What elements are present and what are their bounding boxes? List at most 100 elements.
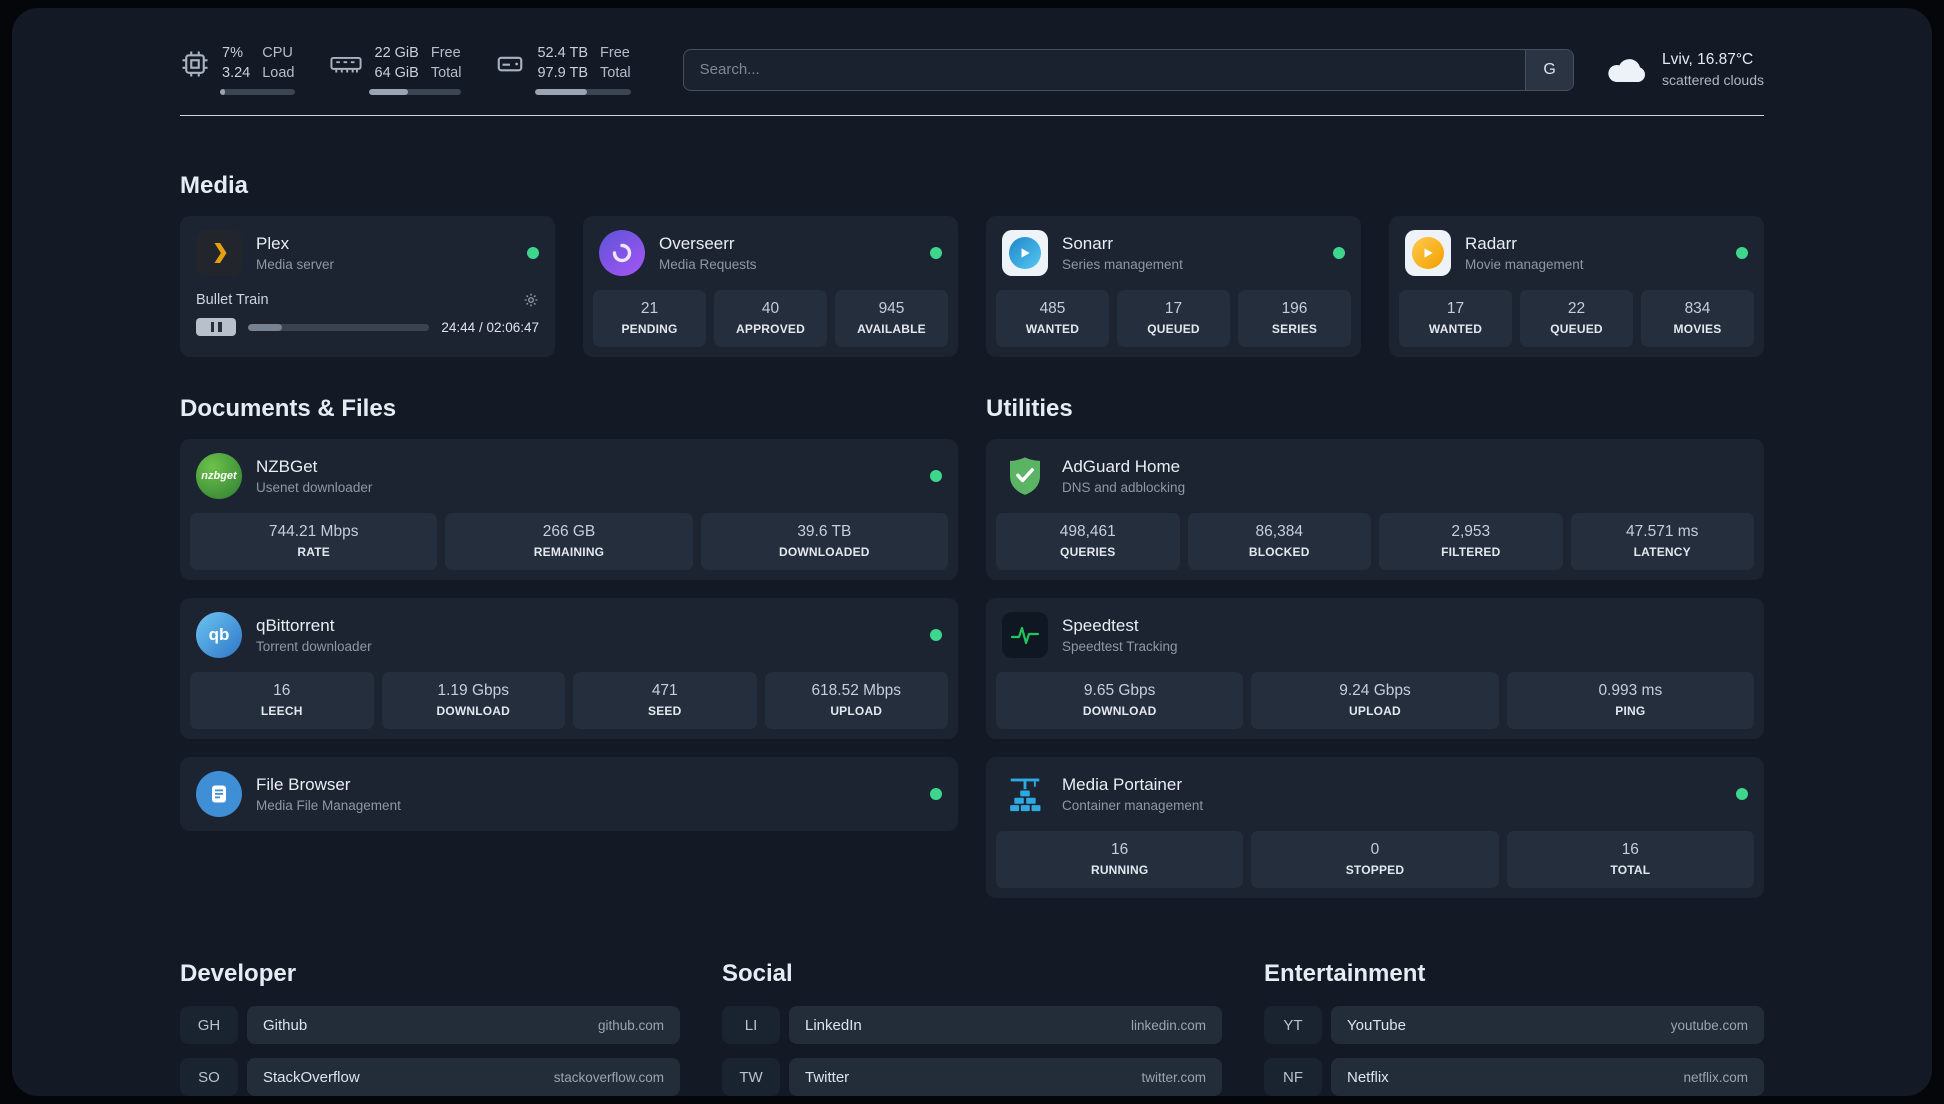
stat-value: 21 [640, 300, 659, 318]
stat-tile: 16 TOTAL [1506, 831, 1754, 889]
playback-progress-bar[interactable] [248, 323, 430, 331]
sonarr-icon [1002, 230, 1048, 277]
stat-label: WANTED [1025, 322, 1080, 337]
bookmark-group-title: Social [722, 960, 793, 988]
cpu-chip-icon [180, 49, 210, 79]
service-card-speedtest[interactable]: Speedtest Speedtest Tracking 9.65 Gbps D… [986, 598, 1764, 740]
status-dot [930, 629, 942, 642]
search-provider-button[interactable]: G [1525, 49, 1574, 90]
hard-drive-icon [495, 49, 525, 79]
service-card-radarr[interactable]: Radarr Movie management 17 WANTED 22 QUE… [1389, 216, 1764, 358]
service-card-overseerr[interactable]: Overseerr Media Requests 21 PENDING 40 A… [583, 216, 958, 358]
load-label: Load [262, 64, 295, 81]
memory-widget: 22 GiB 64 GiB Free Total [329, 44, 462, 96]
status-dot [1736, 788, 1748, 801]
stat-tile: 2,953 FILTERED [1379, 513, 1563, 571]
bookmark-abbr: NF [1264, 1058, 1322, 1096]
service-description: Speedtest Tracking [1062, 639, 1178, 655]
stat-tile: 1.19 Gbps DOWNLOAD [381, 672, 565, 730]
disk-progress-fill [535, 89, 587, 96]
stat-tile: 618.52 Mbps UPLOAD [764, 672, 948, 730]
bookmark-linkedin[interactable]: LI LinkedIn linkedin.com [722, 1006, 1222, 1045]
service-name: AdGuard Home [1062, 457, 1181, 477]
stat-tile: 0 STOPPED [1251, 831, 1499, 889]
status-dot [1333, 247, 1345, 260]
stat-label: BLOCKED [1248, 545, 1310, 560]
service-description: Movie management [1465, 257, 1584, 273]
now-playing-title: Bullet Train [196, 292, 269, 309]
bookmark-youtube[interactable]: YT YouTube youtube.com [1264, 1006, 1764, 1045]
disk-total-label: Total [600, 64, 631, 81]
service-name: NZBGet [256, 457, 318, 477]
section-media: Media Plex Media server [180, 172, 1764, 358]
stat-tile: 498,461 QUERIES [996, 513, 1180, 571]
stat-tile: 16 RUNNING [996, 831, 1244, 889]
bookmark-name: LinkedIn [805, 1016, 862, 1034]
service-name: Speedtest [1062, 616, 1139, 636]
stat-tile: 485 WANTED [996, 290, 1109, 348]
qbittorrent-icon: qb [196, 612, 242, 659]
stat-value: 945 [878, 300, 905, 318]
status-dot [527, 247, 539, 260]
bookmark-netflix[interactable]: NF Netflix netflix.com [1264, 1058, 1764, 1096]
service-name: qBittorrent [256, 616, 335, 636]
gear-icon[interactable] [523, 292, 539, 308]
stat-label: RATE [297, 545, 330, 560]
stat-value: 9.24 Gbps [1339, 682, 1411, 700]
weather-widget: Lviv, 16.87°C scattered clouds [1604, 50, 1764, 90]
disk-total-value: 97.9 TB [537, 64, 589, 81]
stat-label: LEECH [260, 704, 303, 719]
stat-value: 16 [273, 682, 291, 700]
cpu-progress-fill [220, 89, 226, 96]
stat-value: 618.52 Mbps [811, 682, 902, 700]
service-card-filebrowser[interactable]: File Browser Media File Management [180, 757, 958, 832]
disk-free-value: 52.4 TB [537, 45, 589, 61]
service-card-qbittorrent[interactable]: qb qBittorrent Torrent downloader 16 [180, 598, 958, 740]
service-description: Media server [256, 257, 335, 273]
stat-label: QUERIES [1060, 545, 1116, 560]
adguard-icon [1002, 453, 1048, 499]
nzbget-icon: nzbget [196, 453, 242, 500]
stat-value: 86,384 [1255, 523, 1303, 541]
bookmark-url: netflix.com [1683, 1069, 1748, 1085]
section-title-documents: Documents & Files [180, 395, 397, 423]
service-name: Plex [256, 234, 290, 254]
stat-value: 1.19 Gbps [437, 682, 510, 700]
service-card-nzbget[interactable]: nzbget NZBGet Usenet downloader 744.21 M… [180, 439, 958, 581]
service-card-portainer[interactable]: Media Portainer Container management 16 … [986, 757, 1764, 899]
bookmark-name: Twitter [805, 1068, 850, 1086]
bookmark-stackoverflow[interactable]: SO StackOverflow stackoverflow.com [180, 1058, 680, 1096]
stat-label: AVAILABLE [857, 322, 926, 337]
pause-button[interactable] [196, 318, 236, 337]
stat-label: SEED [648, 704, 682, 719]
stat-value: 9.65 Gbps [1083, 682, 1156, 700]
stat-value: 17 [1164, 300, 1183, 318]
bookmark-url: stackoverflow.com [553, 1069, 664, 1085]
bookmark-url: youtube.com [1670, 1017, 1748, 1033]
bookmark-twitter[interactable]: TW Twitter twitter.com [722, 1058, 1222, 1096]
service-name: Radarr [1465, 234, 1517, 254]
service-card-adguard[interactable]: AdGuard Home DNS and adblocking 498,461 … [986, 439, 1764, 581]
cpu-label: CPU [262, 45, 293, 61]
stat-label: UPLOAD [830, 704, 883, 719]
bookmark-group-title: Developer [180, 960, 297, 988]
status-dot [930, 470, 942, 483]
stat-value: 266 GB [542, 523, 596, 541]
stat-tile: 21 PENDING [593, 290, 706, 348]
stat-label: RUNNING [1090, 863, 1149, 878]
search-input[interactable] [682, 48, 1575, 91]
header-divider [180, 115, 1764, 117]
bookmark-name: YouTube [1347, 1016, 1406, 1034]
status-dot [1736, 247, 1748, 260]
stat-value: 744.21 Mbps [268, 523, 359, 541]
stat-tile: 196 SERIES [1238, 290, 1351, 348]
stat-tile: 40 APPROVED [714, 290, 827, 348]
bookmark-abbr: SO [180, 1058, 238, 1096]
bookmark-group-social: Social LI LinkedIn linkedin.com TW Twitt… [722, 960, 1222, 1096]
bookmark-github[interactable]: GH Github github.com [180, 1006, 680, 1045]
stat-label: FILTERED [1441, 545, 1501, 560]
service-card-plex[interactable]: Plex Media server Bullet Train [180, 216, 555, 358]
bookmark-group-entertainment: Entertainment YT YouTube youtube.com NF … [1264, 960, 1764, 1096]
stat-label: DOWNLOADED [778, 545, 870, 560]
service-card-sonarr[interactable]: Sonarr Series management 485 WANTED 17 Q… [986, 216, 1361, 358]
